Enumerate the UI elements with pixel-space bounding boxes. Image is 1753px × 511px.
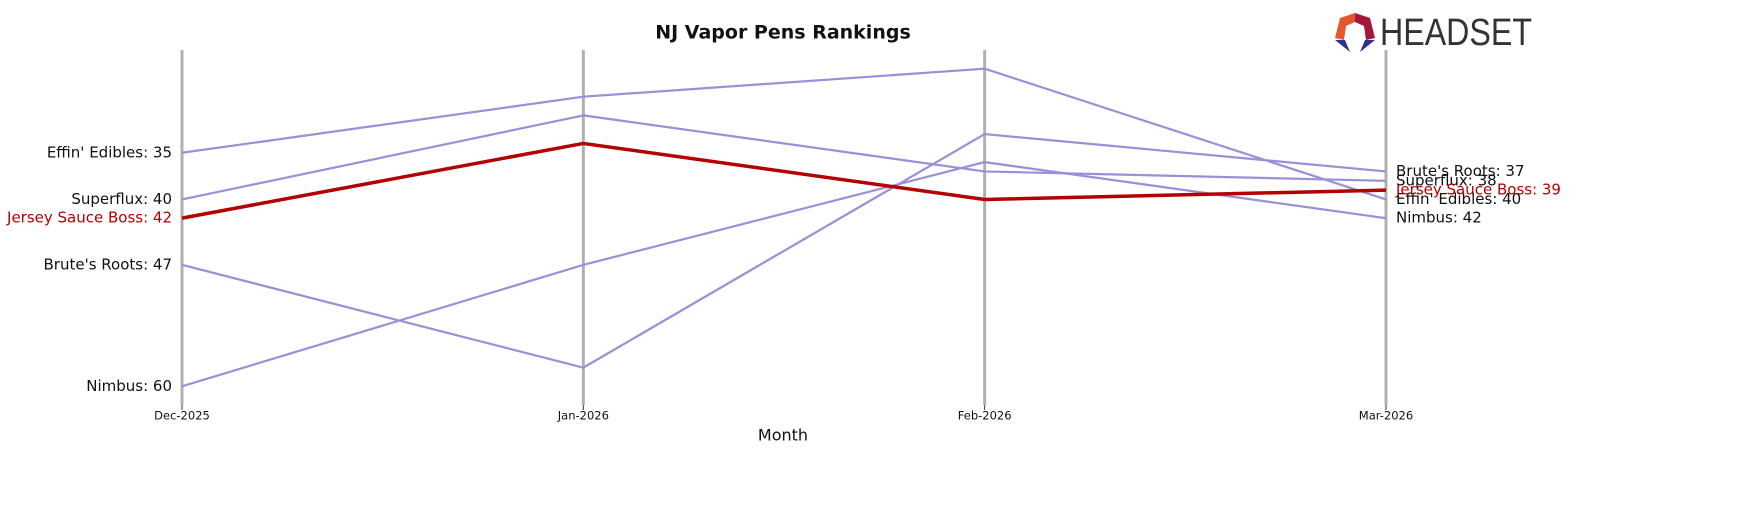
series-line [181, 67, 1387, 201]
value-label: Superflux: 38 [1396, 171, 1497, 189]
logo-mark [1360, 40, 1375, 52]
logo-mark [1335, 13, 1355, 40]
value-label: Jersey Sauce Boss: 42 [6, 209, 172, 227]
x-tick-label: Dec-2025 [154, 409, 210, 423]
logo-mark [1355, 13, 1375, 40]
value-label: Brute's Roots: 47 [44, 255, 173, 273]
value-label: Nimbus: 60 [86, 377, 172, 395]
value-label: Effin' Edibles: 35 [47, 143, 172, 161]
x-tick-label: Mar-2026 [1359, 409, 1413, 423]
series-line [181, 161, 1387, 388]
series-line [181, 141, 1387, 220]
value-label: Brute's Roots: 37 [1396, 162, 1525, 180]
value-label: Effin' Edibles: 40 [1396, 190, 1521, 208]
x-axis-label: Month [758, 426, 808, 445]
series-line [181, 132, 1387, 369]
x-tick-label: Feb-2026 [958, 409, 1012, 423]
logo-text: HEADSET [1380, 12, 1532, 54]
chart-title: NJ Vapor Pens Rankings [655, 22, 911, 44]
value-label: Superflux: 40 [71, 190, 172, 208]
logo: HEADSET [1335, 12, 1532, 54]
x-tick-label: Jan-2026 [557, 409, 609, 423]
logo-mark [1335, 40, 1350, 52]
value-label: Jersey Sauce Boss: 39 [1395, 181, 1561, 199]
series-line [181, 114, 1387, 201]
value-label: Nimbus: 42 [1396, 209, 1482, 227]
